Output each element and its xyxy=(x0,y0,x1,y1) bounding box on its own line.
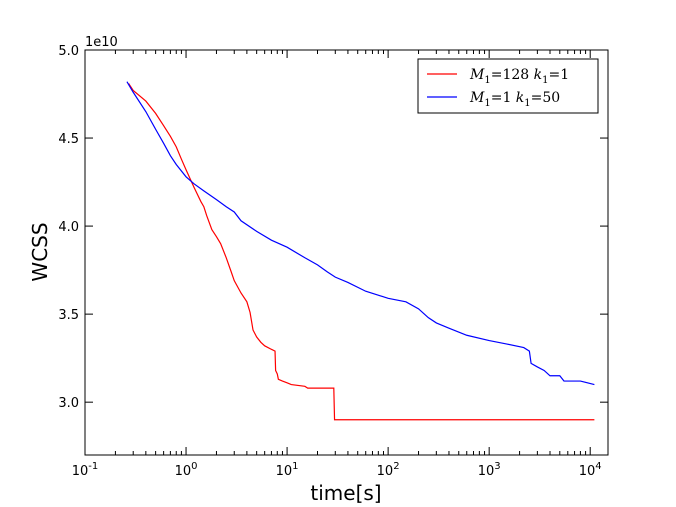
y-offset-label: 1e10 xyxy=(85,35,118,50)
x-axis-title: time[s] xyxy=(310,481,381,505)
ticks-layer: 10-1 100 101 102 103 104 3.0 3.5 4.0 4.5 5.0 xyxy=(58,44,608,479)
x-tick-label: 10-1 xyxy=(72,461,99,479)
series-line-0 xyxy=(128,83,595,421)
series-layer xyxy=(126,81,595,421)
y-tick-label: 4.5 xyxy=(58,132,79,147)
legend-label-0: M1=128 k1=1 xyxy=(469,67,569,86)
legend-box xyxy=(417,58,599,114)
x-tick-label: 102 xyxy=(377,461,400,479)
x-tick-label: 101 xyxy=(276,461,299,479)
y-tick-label: 5.0 xyxy=(58,44,79,59)
legend: M1=128 k1=1 M1=1 k1=50 xyxy=(417,58,599,114)
plot-area xyxy=(84,49,609,456)
legend-label-1: M1=1 k1=50 xyxy=(469,90,560,109)
x-tick-label: 103 xyxy=(478,461,501,479)
y-tick-label: 4.0 xyxy=(58,220,79,235)
series-line-1 xyxy=(126,81,595,386)
x-tick-label: 104 xyxy=(579,461,602,479)
y-axis-title: WCSS xyxy=(28,222,52,281)
y-tick-label: 3.0 xyxy=(58,396,79,411)
y-tick-label: 3.5 xyxy=(58,308,79,323)
x-tick-label: 100 xyxy=(175,461,198,479)
